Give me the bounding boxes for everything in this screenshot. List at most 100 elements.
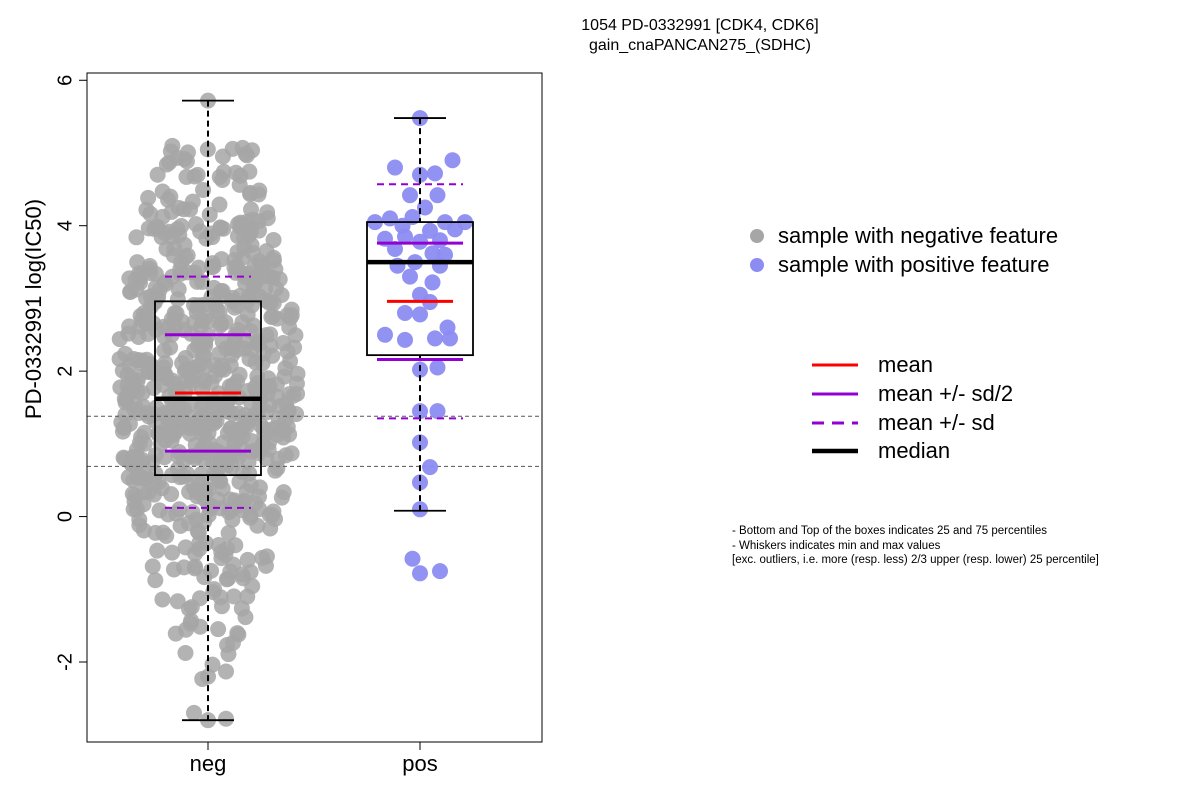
- neg-point: [234, 464, 251, 481]
- neg-point: [273, 489, 290, 506]
- neg-point: [195, 348, 212, 365]
- legend-mean-half-sd-label: mean +/- sd/2: [878, 381, 1014, 406]
- pos-point: [397, 228, 413, 245]
- y-tick-label: 4: [54, 220, 76, 231]
- neg-point: [172, 517, 189, 534]
- neg-point: [190, 259, 207, 276]
- pos-point: [427, 330, 443, 347]
- legend-negative-marker: [750, 229, 764, 243]
- neg-point: [191, 590, 208, 607]
- neg-point: [226, 378, 243, 395]
- pos-point: [429, 187, 446, 204]
- neg-point: [264, 308, 281, 325]
- pos-point: [402, 268, 418, 285]
- neg-point: [243, 432, 260, 449]
- neg-point: [116, 390, 133, 407]
- neg-point: [279, 343, 296, 360]
- neg-point: [135, 496, 152, 513]
- neg-point: [207, 357, 224, 374]
- neg-point: [182, 425, 199, 442]
- neg-point: [239, 551, 256, 568]
- neg-point: [162, 339, 179, 356]
- neg-point: [191, 297, 208, 314]
- neg-point: [183, 372, 200, 389]
- neg-point: [201, 206, 218, 223]
- neg-point: [283, 445, 300, 462]
- neg-point: [220, 504, 237, 521]
- neg-point: [144, 558, 161, 575]
- pos-point: [412, 306, 428, 323]
- pos-point: [447, 221, 463, 238]
- neg-point: [140, 189, 157, 206]
- neg-point: [203, 562, 220, 579]
- neg-point: [160, 506, 177, 523]
- neg-point: [218, 710, 234, 727]
- neg-point: [176, 236, 193, 253]
- note-line-3: [exc. outliers, i.e. more (resp. less) 2…: [732, 554, 1099, 566]
- neg-point: [121, 318, 138, 335]
- neg-point: [250, 222, 267, 239]
- legend-positive-label: sample with positive feature: [778, 252, 1050, 277]
- neg-point: [178, 153, 195, 170]
- pos-point: [397, 304, 413, 321]
- neg-point: [205, 454, 222, 471]
- neg-point: [206, 295, 223, 312]
- neg-point: [126, 401, 143, 418]
- neg-point: [190, 330, 207, 347]
- neg-point: [220, 646, 237, 663]
- pos-point: [412, 474, 428, 491]
- legend-mean-sd-label: mean +/- sd: [878, 410, 995, 435]
- neg-point: [149, 166, 166, 183]
- neg-point: [229, 625, 246, 642]
- neg-point: [213, 315, 230, 332]
- neg-point: [149, 542, 166, 559]
- neg-point: [242, 184, 259, 201]
- legend-negative-label: sample with negative feature: [778, 223, 1059, 248]
- pos-point: [377, 326, 393, 343]
- neg-point: [210, 621, 227, 638]
- neg-point: [213, 550, 230, 567]
- neg-point: [275, 422, 292, 439]
- neg-point: [177, 621, 194, 638]
- neg-point: [200, 313, 217, 330]
- legend-mean-label: mean: [878, 352, 934, 377]
- neg-point: [125, 350, 142, 367]
- pos-point: [427, 165, 443, 182]
- neg-point: [220, 525, 237, 542]
- neg-point: [199, 141, 216, 158]
- neg-point: [164, 137, 181, 154]
- neg-point: [169, 291, 186, 308]
- y-tick-label: -2: [54, 653, 76, 671]
- y-tick-label: 0: [54, 511, 76, 522]
- neg-point: [222, 563, 239, 580]
- neg-point: [242, 477, 259, 494]
- neg-point: [157, 355, 174, 372]
- pos-point: [429, 403, 446, 420]
- neg-point: [247, 495, 264, 512]
- neg-point: [233, 421, 250, 438]
- neg-point: [211, 168, 228, 185]
- pos-point: [429, 359, 446, 376]
- neg-point: [233, 264, 250, 281]
- neg-point: [213, 283, 230, 300]
- pos-point: [432, 563, 448, 580]
- neg-point: [263, 421, 280, 438]
- neg-point: [218, 663, 234, 680]
- neg-point: [186, 314, 203, 331]
- neg-point: [173, 217, 190, 234]
- neg-point: [197, 480, 214, 497]
- neg-point: [146, 486, 163, 503]
- neg-box: [154, 300, 262, 477]
- neg-point: [288, 375, 305, 392]
- neg-point: [115, 449, 132, 466]
- neg-point: [165, 427, 182, 444]
- neg-point: [134, 454, 151, 471]
- neg-point: [163, 203, 180, 220]
- neg-point: [200, 424, 217, 441]
- neg-point: [163, 311, 180, 328]
- neg-point: [189, 413, 206, 430]
- neg-point: [237, 145, 254, 162]
- neg-point: [210, 537, 227, 554]
- neg-point: [239, 588, 256, 605]
- neg-point: [227, 164, 244, 181]
